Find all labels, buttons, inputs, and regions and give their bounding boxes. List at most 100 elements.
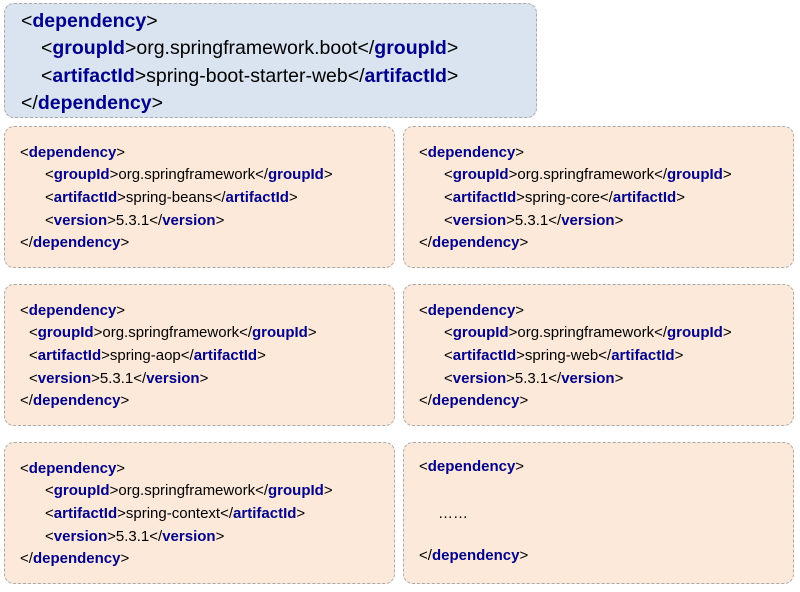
- groupid-close-tag: groupId: [268, 166, 324, 183]
- artifactid-close-tag: artifactId: [611, 347, 675, 364]
- dependency-open-line: <dependency>: [419, 302, 525, 319]
- version-close-tag: version: [561, 212, 615, 229]
- groupid-value: org.springframework: [118, 482, 256, 499]
- dependency-tag: dependency: [28, 302, 117, 319]
- groupid-close-tag: groupId: [252, 324, 308, 341]
- groupid-line: <groupId>org.springframework.boot</group…: [41, 37, 459, 59]
- dependency-tag: dependency: [28, 144, 117, 161]
- groupid-tag: groupId: [52, 37, 125, 59]
- version-close-tag: version: [162, 212, 216, 229]
- version-line: <version>5.3.1</version>: [444, 370, 624, 387]
- groupid-tag: groupId: [53, 482, 110, 499]
- artifactid-value: spring-core: [524, 189, 600, 206]
- artifactid-close-tag: artifactId: [193, 347, 258, 364]
- groupid-close-tag: groupId: [667, 166, 723, 183]
- dependency-close-tag: dependency: [431, 392, 520, 409]
- dependency-close-line: </dependency>: [20, 392, 130, 409]
- artifactid-tag: artifactId: [52, 65, 135, 87]
- dependency-close-line: </dependency>: [20, 550, 130, 567]
- version-line: <version>5.3.1</version>: [444, 212, 624, 229]
- dependency-tag: dependency: [427, 458, 516, 475]
- spring-aop-dependency-block: <dependency> <groupId>org.springframewor…: [4, 284, 395, 426]
- version-value: 5.3.1: [115, 528, 150, 545]
- version-tag: version: [452, 212, 507, 229]
- version-value: 5.3.1: [115, 212, 150, 229]
- groupid-value: org.springframework: [517, 166, 655, 183]
- artifactid-close-tag: artifactId: [364, 65, 447, 87]
- artifactid-close-tag: artifactId: [225, 189, 289, 206]
- dependency-close-tag: dependency: [431, 547, 520, 564]
- version-close-tag: version: [162, 528, 216, 545]
- groupid-line: <groupId>org.springframework</groupId>: [45, 482, 333, 499]
- ellipsis: ……: [438, 505, 468, 522]
- spring-context-dependency-block: <dependency> <groupId>org.springframewor…: [4, 442, 395, 584]
- spring-web-dependency-block: <dependency> <groupId>org.springframewor…: [403, 284, 794, 426]
- dependency-close-tag: dependency: [37, 92, 152, 114]
- version-close-tag: version: [146, 370, 200, 387]
- dependency-close-tag: dependency: [431, 234, 520, 251]
- dependency-open-line: <dependency>: [419, 458, 525, 475]
- dependency-open-line: <dependency>: [419, 144, 525, 161]
- dependency-open-line: <dependency>: [21, 10, 158, 32]
- groupid-value: org.springframework.boot: [136, 37, 358, 59]
- version-tag: version: [452, 370, 507, 387]
- groupid-close-tag: groupId: [268, 482, 324, 499]
- version-tag: version: [53, 528, 108, 545]
- artifactid-value: spring-aop: [109, 347, 181, 364]
- version-value: 5.3.1: [99, 370, 134, 387]
- groupid-tag: groupId: [37, 324, 94, 341]
- artifactid-tag: artifactId: [53, 505, 118, 522]
- artifactid-line: <artifactId>spring-aop</artifactId>: [29, 347, 266, 364]
- dependency-close-tag: dependency: [32, 392, 121, 409]
- groupid-line: <groupId>org.springframework</groupId>: [29, 324, 317, 341]
- dependency-close-line: </dependency>: [20, 234, 130, 251]
- artifactid-value: spring-beans: [125, 189, 213, 206]
- dependency-tag: dependency: [32, 10, 147, 32]
- version-tag: version: [53, 212, 108, 229]
- version-close-tag: version: [561, 370, 615, 387]
- dependency-tag: dependency: [427, 302, 516, 319]
- groupid-value: org.springframework: [102, 324, 240, 341]
- groupid-value: org.springframework: [118, 166, 256, 183]
- more-dependencies-block: <dependency> …… </dependency>: [403, 442, 794, 584]
- artifactid-line: <artifactId>spring-beans</artifactId>: [45, 189, 298, 206]
- artifactid-line: <artifactId>spring-web</artifactId>: [444, 347, 684, 364]
- groupid-line: <groupId>org.springframework</groupId>: [45, 166, 333, 183]
- version-line: <version>5.3.1</version>: [45, 528, 225, 545]
- dependency-close-line: </dependency>: [419, 234, 529, 251]
- artifactid-line: <artifactId>spring-context</artifactId>: [45, 505, 306, 522]
- version-line: <version>5.3.1</version>: [29, 370, 209, 387]
- starter-web-dependency-block: <dependency> <groupId>org.springframewor…: [4, 3, 537, 118]
- artifactid-close-tag: artifactId: [612, 189, 677, 206]
- groupid-line: <groupId>org.springframework</groupId>: [444, 324, 732, 341]
- dependency-close-line: </dependency>: [419, 547, 529, 564]
- version-value: 5.3.1: [514, 212, 549, 229]
- artifactid-value: spring-boot-starter-web: [146, 65, 348, 87]
- dependency-open-line: <dependency>: [20, 302, 126, 319]
- version-line: <version>5.3.1</version>: [45, 212, 225, 229]
- spring-core-dependency-block: <dependency> <groupId>org.springframewor…: [403, 126, 794, 268]
- artifactid-value: spring-web: [524, 347, 599, 364]
- dependency-close-tag: dependency: [32, 550, 121, 567]
- groupid-tag: groupId: [452, 166, 509, 183]
- groupid-tag: groupId: [452, 324, 509, 341]
- groupid-close-tag: groupId: [374, 37, 447, 59]
- version-tag: version: [37, 370, 92, 387]
- dependency-open-line: <dependency>: [20, 144, 126, 161]
- dependency-close-line: </dependency>: [21, 92, 163, 114]
- groupid-value: org.springframework: [517, 324, 655, 341]
- artifactid-tag: artifactId: [452, 347, 517, 364]
- dependency-tag: dependency: [28, 460, 117, 477]
- dependency-tag: dependency: [427, 144, 516, 161]
- artifactid-tag: artifactId: [37, 347, 102, 364]
- artifactid-line: <artifactId>spring-boot-starter-web</art…: [41, 65, 459, 87]
- artifactid-tag: artifactId: [452, 189, 517, 206]
- artifactid-close-tag: artifactId: [233, 505, 297, 522]
- groupid-close-tag: groupId: [667, 324, 723, 341]
- dependency-close-line: </dependency>: [419, 392, 529, 409]
- dependency-close-tag: dependency: [32, 234, 121, 251]
- groupid-line: <groupId>org.springframework</groupId>: [444, 166, 732, 183]
- artifactid-line: <artifactId>spring-core</artifactId>: [444, 189, 685, 206]
- groupid-tag: groupId: [53, 166, 110, 183]
- dependency-open-line: <dependency>: [20, 460, 126, 477]
